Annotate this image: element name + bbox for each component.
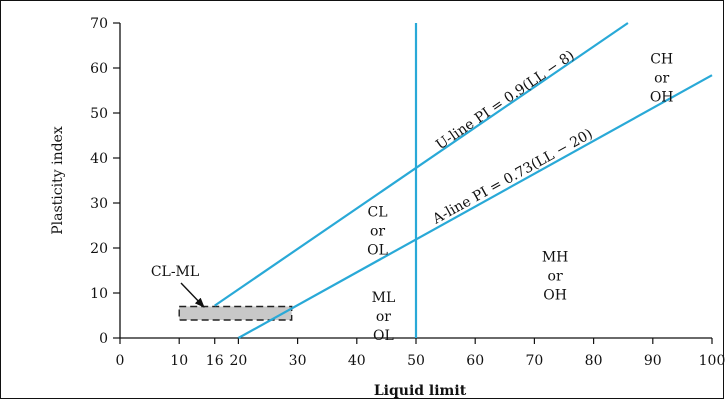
u-line: [214, 22, 629, 307]
region-label: CL: [368, 205, 388, 221]
region-label: CH: [650, 52, 673, 68]
cl-ml-arrow: [180, 282, 205, 308]
y-tick-label: 40: [90, 151, 108, 167]
y-tick-label: 10: [90, 286, 108, 302]
x-tick-label: 80: [585, 353, 603, 369]
x-tick-label: 50: [407, 353, 425, 369]
x-tick-label: 60: [466, 353, 484, 369]
region-label: ML: [372, 290, 396, 306]
region-label: OL: [373, 328, 394, 344]
x-tick-label: 90: [644, 353, 662, 369]
a-line: [237, 74, 713, 339]
y-tick-label: 50: [90, 106, 108, 122]
x-axis-title: Liquid limit: [374, 383, 467, 399]
x-tick-label: 16: [206, 353, 224, 369]
x-tick-label: 0: [116, 353, 125, 369]
y-tick-label: 20: [90, 241, 108, 257]
cl-ml-label: CL-ML: [151, 264, 199, 280]
x-tick-label: 30: [289, 353, 307, 369]
region-label: or: [548, 269, 563, 285]
x-tick-label: 100: [699, 353, 726, 369]
cl-ml-zone: [178, 305, 293, 321]
region-label: or: [654, 71, 669, 87]
x-tick-label: 40: [348, 353, 366, 369]
region-label: or: [370, 224, 385, 240]
region-label: OH: [543, 288, 567, 304]
x-tick-label: 10: [170, 353, 188, 369]
y-tick-label: 30: [90, 196, 108, 212]
y-tick-label: 60: [90, 61, 108, 77]
region-label: MH: [542, 250, 569, 266]
region-label: OH: [650, 90, 674, 106]
y-tick-label: 70: [90, 16, 108, 32]
u-line-label: U-line PI = 0.9(LL − 8): [433, 48, 577, 154]
x-tick-label: 20: [229, 353, 247, 369]
y-axis-title: Plasticity index: [50, 126, 66, 235]
region-label: or: [376, 309, 391, 325]
x-tick-label: 70: [525, 353, 543, 369]
y-tick-label: 0: [99, 331, 108, 347]
region-label: OL: [367, 243, 388, 259]
